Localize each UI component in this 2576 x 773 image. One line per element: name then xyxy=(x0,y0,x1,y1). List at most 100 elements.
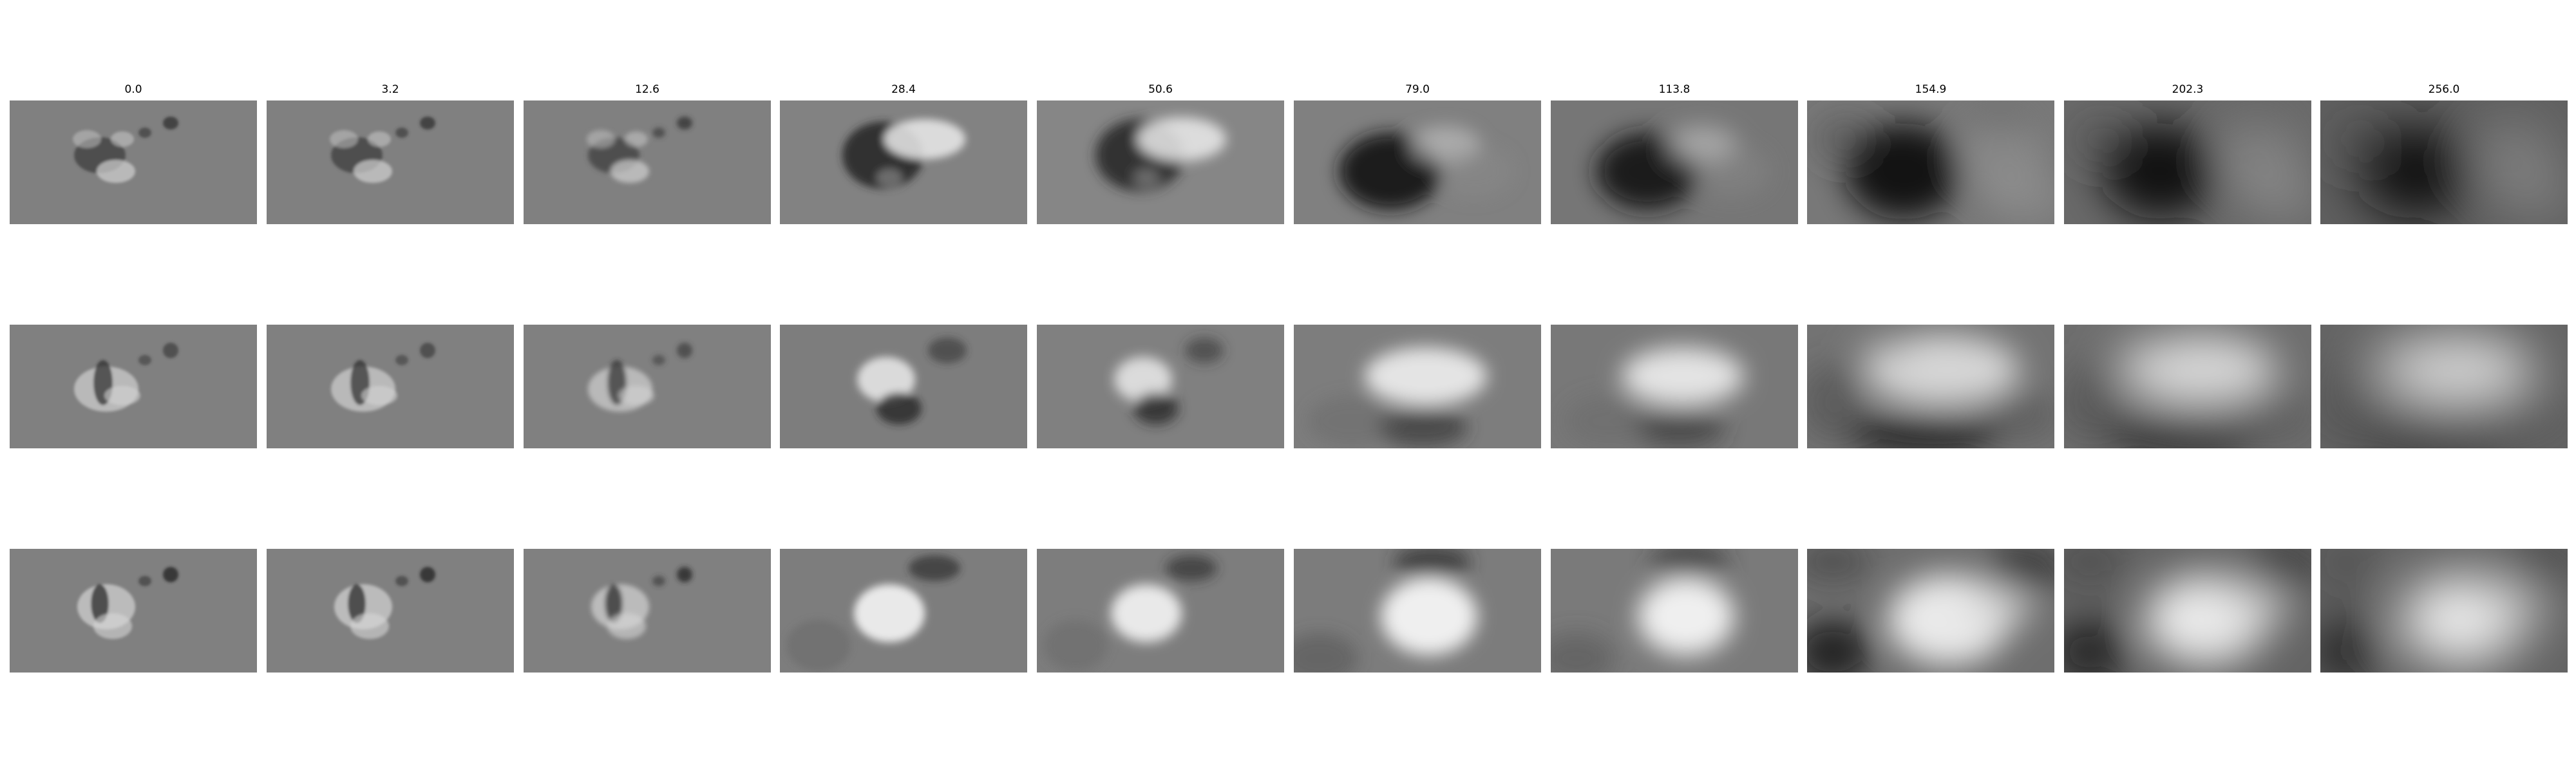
blob-0 xyxy=(857,357,915,402)
blob-2 xyxy=(163,567,178,582)
panel-blobs xyxy=(588,343,692,412)
image-panel-r2-c3 xyxy=(780,549,1027,673)
blob-0 xyxy=(854,584,925,642)
panel-blobs xyxy=(1551,549,1734,673)
blob-3 xyxy=(138,355,151,365)
blob-2 xyxy=(1043,620,1108,671)
blob-3 xyxy=(2238,389,2311,441)
blob-0 xyxy=(1111,584,1182,642)
blob-0 xyxy=(1381,578,1477,655)
blob-3 xyxy=(1965,581,2036,633)
image-panel-r0-c5 xyxy=(1294,100,1541,224)
blob-0 xyxy=(1365,347,1487,405)
blob-3 xyxy=(138,576,151,586)
image-panel-r2-c1 xyxy=(267,549,514,673)
blob-1 xyxy=(2103,415,2257,448)
blob-1 xyxy=(909,555,960,581)
blob-4 xyxy=(361,386,397,405)
blob-1 xyxy=(354,160,392,183)
blob-1 xyxy=(97,160,135,183)
blob-1 xyxy=(1394,549,1471,578)
column-title-0: 0.0 xyxy=(124,83,142,96)
blob-2 xyxy=(330,130,358,148)
panel-blobs xyxy=(1043,555,1217,671)
blob-4 xyxy=(104,386,140,405)
panel-blobs xyxy=(587,117,692,183)
blob-2 xyxy=(1692,146,1770,197)
image-panel-r1-c5 xyxy=(1294,325,1541,448)
panel-blobs xyxy=(1814,104,2054,223)
blob-2 xyxy=(163,343,178,358)
panel-blobs xyxy=(74,343,178,412)
image-panel-r1-c1 xyxy=(267,325,514,448)
blob-1 xyxy=(605,584,623,623)
panel-blobs xyxy=(1596,126,1770,210)
blob-1 xyxy=(1378,408,1468,447)
blob-1 xyxy=(1133,392,1179,425)
blob-3 xyxy=(2222,581,2293,633)
blob-1 xyxy=(2359,415,2514,448)
panel-blobs xyxy=(2064,331,2311,448)
image-panel-r0-c1 xyxy=(267,100,514,224)
image-panel-r1-c4 xyxy=(1037,325,1284,448)
panel-blobs xyxy=(1294,549,1477,673)
column-title-9: 256.0 xyxy=(2428,83,2460,96)
blob-2 xyxy=(677,567,692,582)
blob-2 xyxy=(786,620,851,671)
panel-blobs xyxy=(1564,347,1744,447)
image-panel-r2-c5 xyxy=(1294,549,1541,673)
column-title-7: 154.9 xyxy=(1915,83,1947,96)
blob-4 xyxy=(2244,171,2311,223)
blob-3 xyxy=(652,355,665,365)
blob-4 xyxy=(2064,549,2128,581)
blob-2 xyxy=(1185,338,1224,363)
blob-0 xyxy=(1638,578,1734,655)
blob-3 xyxy=(395,355,408,365)
blob-3 xyxy=(2478,581,2549,633)
blob-1 xyxy=(1137,117,1226,161)
blob-1 xyxy=(2064,620,2128,673)
blob-1 xyxy=(91,584,109,623)
panel-blobs xyxy=(786,555,960,671)
blob-2 xyxy=(420,343,435,358)
blob-4 xyxy=(2501,171,2568,223)
image-panel-r1-c7 xyxy=(1807,325,2054,448)
blob-2 xyxy=(2327,113,2391,165)
blob-2 xyxy=(1807,363,1865,441)
blob-1 xyxy=(1166,555,1217,581)
blob-4 xyxy=(1807,549,1871,581)
blob-1 xyxy=(884,119,965,159)
column-title-2: 12.6 xyxy=(635,83,659,96)
blob-4 xyxy=(2109,331,2174,370)
image-panel-r1-c6 xyxy=(1551,325,1798,448)
blob-3 xyxy=(1968,104,2032,136)
blob-1 xyxy=(611,160,649,183)
panel-blobs xyxy=(857,338,967,425)
image-panel-r2-c7 xyxy=(1807,549,2054,673)
blob-2 xyxy=(2320,363,2378,441)
blob-3 xyxy=(652,576,665,586)
blob-2 xyxy=(1814,113,1878,165)
image-panel-r0-c9 xyxy=(2320,100,2568,224)
panel-blobs xyxy=(842,119,965,189)
panel-blobs xyxy=(330,117,435,183)
panel-blobs xyxy=(1114,338,1224,425)
panel-blobs xyxy=(2064,549,2311,673)
image-panel-r0-c7 xyxy=(1807,100,2054,224)
panel-blobs xyxy=(77,567,178,639)
panel-blobs xyxy=(73,117,178,183)
blob-3 xyxy=(2481,104,2546,136)
blob-2 xyxy=(677,343,692,358)
panel-blobs xyxy=(2327,104,2568,223)
image-panel-r1-c9 xyxy=(2320,325,2568,448)
blob-0 xyxy=(1622,347,1744,405)
blob-4 xyxy=(1987,171,2054,223)
blob-4 xyxy=(618,386,654,405)
blob-2 xyxy=(1564,396,1654,447)
blob-1 xyxy=(1807,620,1871,673)
image-panel-r0-c3 xyxy=(780,100,1027,224)
blob-1 xyxy=(348,584,366,623)
image-panel-r2-c6 xyxy=(1551,549,1798,673)
panel-blobs xyxy=(331,343,435,412)
blob-1 xyxy=(1651,549,1728,578)
